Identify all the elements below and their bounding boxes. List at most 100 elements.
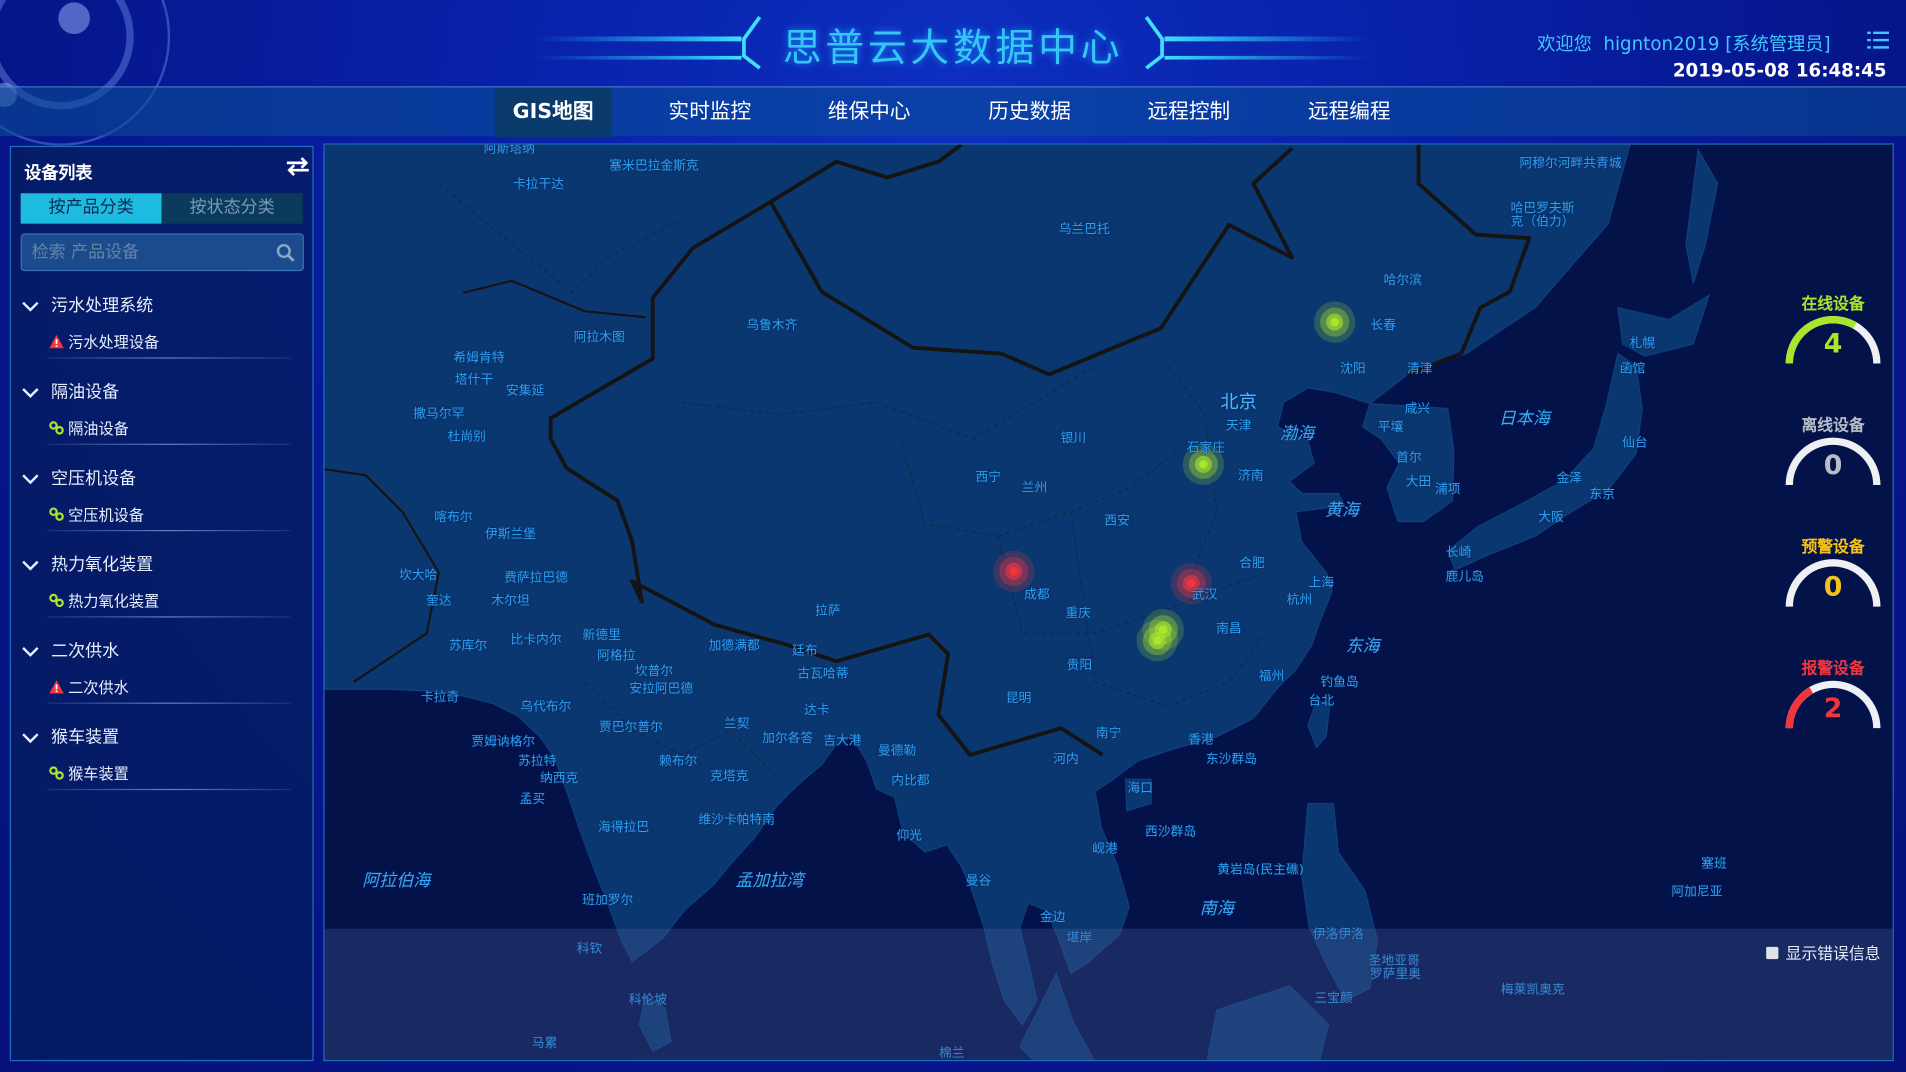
map-city-label: 贾姆讷格尔 <box>471 734 536 750</box>
gauge-label: 在线设备 <box>1801 295 1865 314</box>
map-city-label: 卡拉奇 <box>420 689 460 705</box>
map-city-label: 达卡 <box>804 703 830 718</box>
tab-by-status[interactable]: 按状态分类 <box>161 193 303 224</box>
land-borneo <box>1206 985 1330 1060</box>
map-city-label: 武汉 <box>1191 587 1218 603</box>
map-city-label: 安拉阿巴德 <box>629 681 694 696</box>
tab-remote-programming[interactable]: 远程编程 <box>1307 99 1391 124</box>
tab-remote-control[interactable]: 远程控制 <box>1147 99 1231 124</box>
swap-arrows-icon[interactable] <box>286 157 310 176</box>
map-city-label: 乌代布尔 <box>520 699 572 715</box>
map-city-label: 杜尚别 <box>447 429 486 445</box>
chevron-down-icon[interactable] <box>22 300 39 312</box>
device-group[interactable]: 空压机设备 空压机设备 <box>11 466 312 552</box>
device-group-name[interactable]: 隔油设备 <box>51 382 120 403</box>
map-city-label: 棉兰 <box>939 1045 965 1061</box>
map-city-label: 札幌 <box>1629 336 1655 351</box>
device-group[interactable]: 二次供水 二次供水 <box>11 638 312 724</box>
alarm-device-marker[interactable] <box>1170 562 1212 605</box>
gis-map[interactable]: 阿斯塔纳 塞米巴拉金斯克 卡拉干达 乌兰巴托 阿穆尔河畔共青城 哈巴罗夫斯 克（伯力） 哈尔滨… <box>323 143 1894 1062</box>
device-item[interactable]: 猴车装置 <box>49 761 129 784</box>
device-group-name[interactable]: 污水处理系统 <box>51 296 154 317</box>
device-item[interactable]: 隔油设备 <box>49 416 129 439</box>
map-city-label: 仰光 <box>896 828 923 843</box>
tab-by-product[interactable]: 按产品分类 <box>20 193 162 224</box>
divider <box>47 357 291 359</box>
tab-history-data[interactable]: 历史数据 <box>988 99 1071 124</box>
search-icon[interactable] <box>276 243 295 262</box>
device-item-name: 热力氧化装置 <box>68 591 160 611</box>
device-item-name: 二次供水 <box>68 678 129 697</box>
map-city-label: 哈巴罗夫斯 <box>1510 201 1575 216</box>
device-item[interactable]: 污水处理设备 <box>49 329 159 352</box>
chevron-down-icon[interactable] <box>22 732 39 744</box>
chevron-down-icon[interactable] <box>22 387 39 399</box>
tab-maintenance-center[interactable]: 维保中心 <box>827 99 911 124</box>
status-gauge: 预警设备 0 <box>1772 534 1894 643</box>
land-korea <box>1361 402 1455 523</box>
map-city-label: 新德里 <box>582 627 621 643</box>
device-group[interactable]: 污水处理系统 污水处理设备 <box>11 293 312 379</box>
map-city-label: 阿格拉 <box>597 648 636 664</box>
map-city-label: 平壤 <box>1377 419 1404 435</box>
gauge-value: 0 <box>1823 450 1843 482</box>
map-city-label: 圣地亚哥 <box>1368 953 1420 969</box>
welcome-user-text[interactable]: 欢迎您 hignton2019 [系统管理员] <box>1537 32 1831 55</box>
map-city-label: 纳西克 <box>540 771 579 786</box>
device-item[interactable]: 二次供水 <box>49 675 129 698</box>
land-taiwan <box>1307 699 1331 749</box>
divider <box>47 788 291 791</box>
alarm-device-marker[interactable] <box>993 550 1035 592</box>
device-group-name[interactable]: 猴车装置 <box>51 728 120 748</box>
chevron-down-icon[interactable] <box>22 645 39 657</box>
map-city-label: 阿拉木图 <box>573 330 625 345</box>
status-gauge: 报警设备 2 <box>1772 655 1894 764</box>
map-canvas[interactable] <box>323 143 1894 1061</box>
title-bracket-decoration <box>534 15 1372 70</box>
online-device-marker[interactable] <box>1314 301 1356 343</box>
device-group[interactable]: 热力氧化装置 热力氧化装置 <box>11 552 312 638</box>
map-city-label: 合肥 <box>1239 556 1265 571</box>
gauge-value: 0 <box>1823 572 1843 603</box>
online-link-icon <box>49 420 64 434</box>
tab-gis-map[interactable]: GIS地图 <box>494 87 612 138</box>
map-city-label: 福州 <box>1258 669 1285 684</box>
map-city-label: 罗萨里奥 <box>1369 966 1421 982</box>
device-search-input[interactable] <box>21 234 265 270</box>
list-menu-icon[interactable] <box>1867 30 1889 49</box>
online-device-marker[interactable] <box>1136 619 1178 662</box>
land-sri-lanka <box>638 994 672 1053</box>
map-city-label: 重庆 <box>1065 605 1091 621</box>
map-city-label: 赖布尔 <box>659 754 698 769</box>
show-error-toggle[interactable]: 显示错误信息 <box>1766 941 1880 964</box>
chevron-down-icon[interactable] <box>22 559 39 571</box>
map-city-label: 清津 <box>1407 361 1433 377</box>
border-line <box>324 468 440 683</box>
show-error-checkbox[interactable] <box>1766 946 1779 959</box>
province-borders <box>438 183 1266 780</box>
device-group-name[interactable]: 空压机设备 <box>51 469 137 489</box>
map-city-label: 仙台 <box>1622 435 1648 451</box>
device-item-name: 空压机设备 <box>68 505 145 524</box>
online-device-marker[interactable] <box>1182 443 1225 486</box>
map-city-label: 木尔坦 <box>491 593 530 609</box>
device-group[interactable]: 隔油设备 隔油设备 <box>11 379 312 465</box>
tab-realtime-monitor[interactable]: 实时监控 <box>668 99 752 124</box>
land-mainland <box>324 144 1631 1026</box>
map-city-label: 天津 <box>1225 418 1252 434</box>
map-city-label: 科钦 <box>576 941 603 957</box>
main-nav: GIS地图 实时监控 维保中心 历史数据 远程控制 远程编程 <box>0 86 1906 138</box>
alarm-triangle-icon <box>49 334 64 348</box>
map-city-label: 西沙群岛 <box>1145 824 1197 840</box>
gauge-label: 报警设备 <box>1801 660 1865 679</box>
device-group-name[interactable]: 二次供水 <box>51 641 120 662</box>
device-item[interactable]: 热力氧化装置 <box>49 588 160 611</box>
device-item[interactable]: 空压机设备 <box>49 502 144 525</box>
gauge-arc <box>1785 559 1881 607</box>
map-city-label: 加尔各答 <box>762 731 814 746</box>
chevron-down-icon[interactable] <box>22 473 39 485</box>
device-group[interactable]: 猴车装置 猴车装置 <box>11 724 312 810</box>
device-group-name[interactable]: 热力氧化装置 <box>51 555 154 575</box>
map-city-label: 乌鲁木齐 <box>746 317 798 333</box>
map-city-label: 黄岩岛(民主礁) <box>1217 862 1304 878</box>
